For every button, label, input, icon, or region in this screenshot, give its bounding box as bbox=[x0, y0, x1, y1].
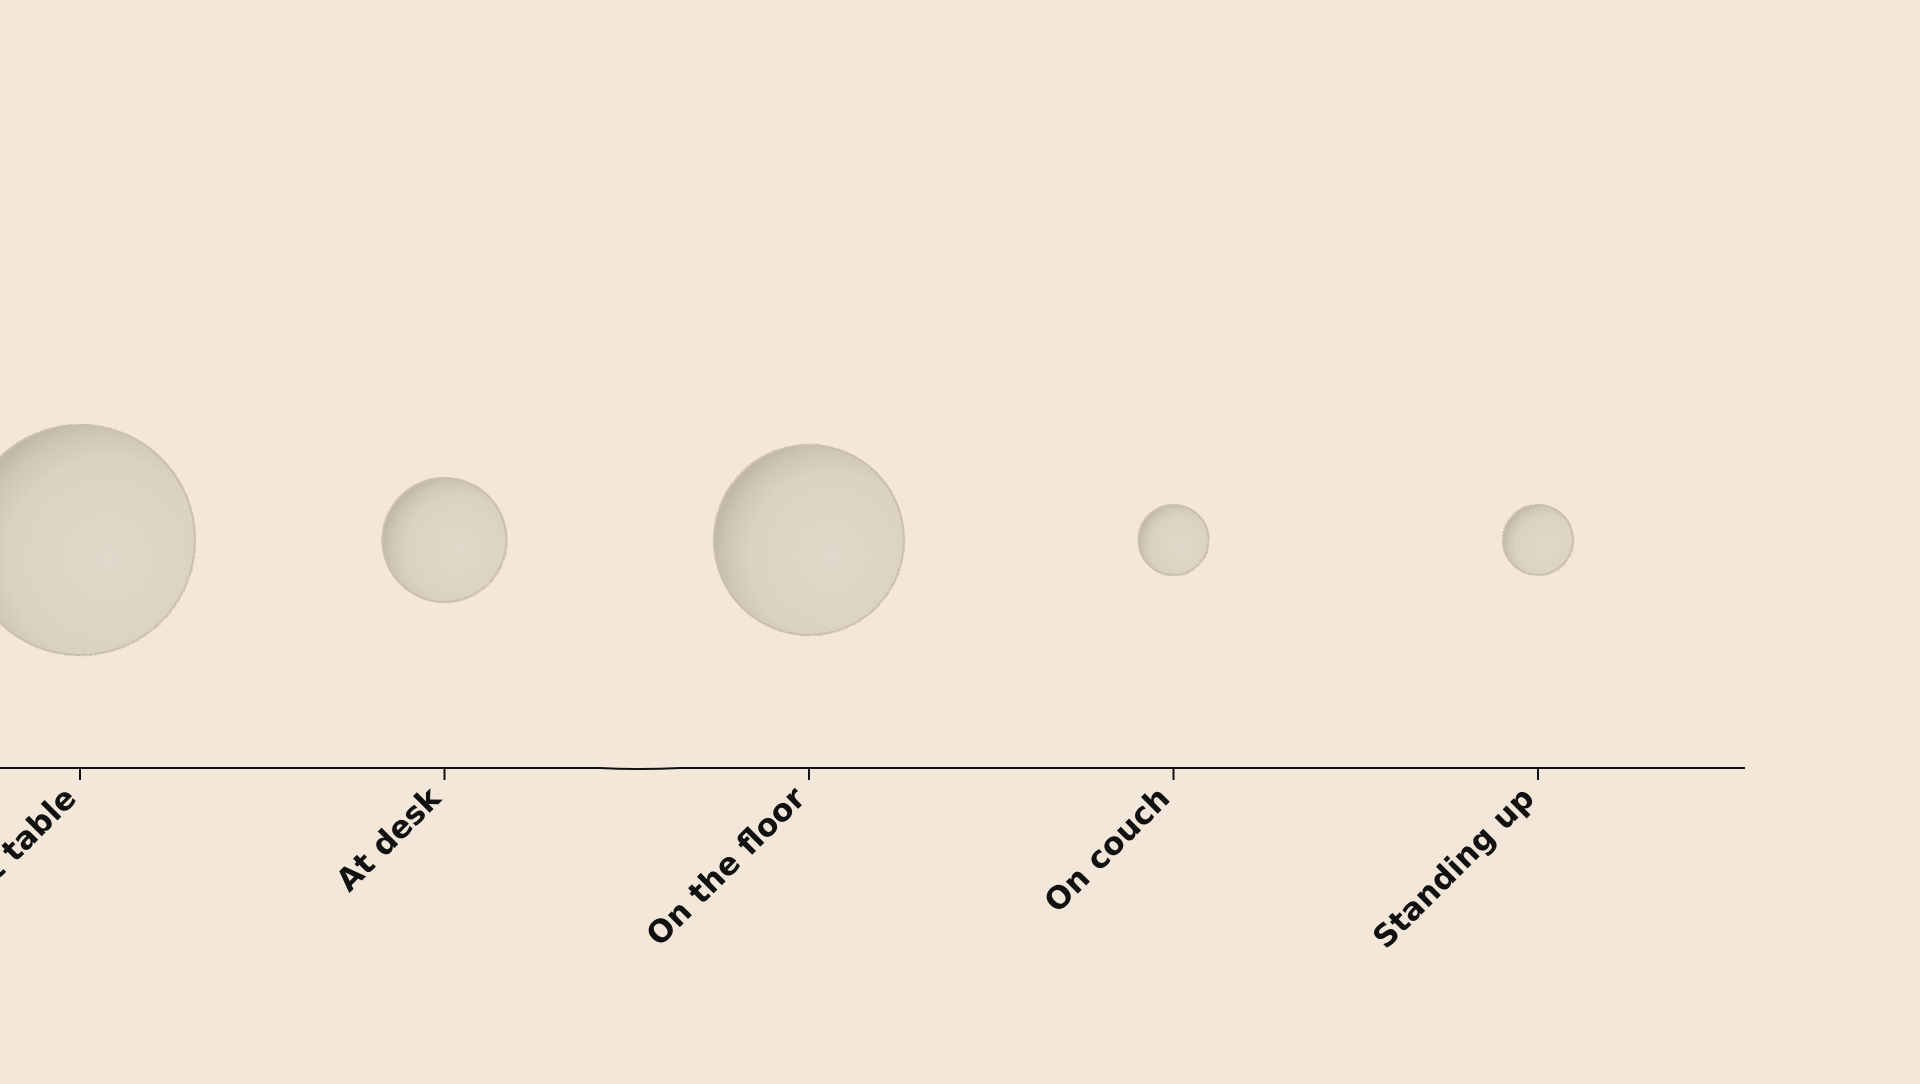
tick-label-standing-up: Standing up bbox=[1366, 780, 1542, 956]
tick-label-at-table: At table bbox=[0, 780, 84, 904]
x-axis-line bbox=[0, 767, 1745, 770]
bubble-at-desk bbox=[381, 477, 508, 603]
tick-label-at-desk: At desk bbox=[329, 779, 449, 899]
bubble-standing-up bbox=[1502, 504, 1574, 576]
x-axis-ticks bbox=[79, 768, 1539, 780]
x-axis-labels: At table At desk On the floor On couch Stand… bbox=[0, 779, 1542, 956]
tick-label-on-the-floor: On the floor bbox=[640, 780, 814, 954]
bubble-at-table bbox=[0, 424, 196, 656]
bubble-layer bbox=[0, 424, 1574, 656]
bubble-on-the-floor bbox=[713, 444, 905, 636]
tick-label-on-couch: On couch bbox=[1038, 780, 1178, 920]
bubble-on-couch bbox=[1137, 504, 1210, 576]
